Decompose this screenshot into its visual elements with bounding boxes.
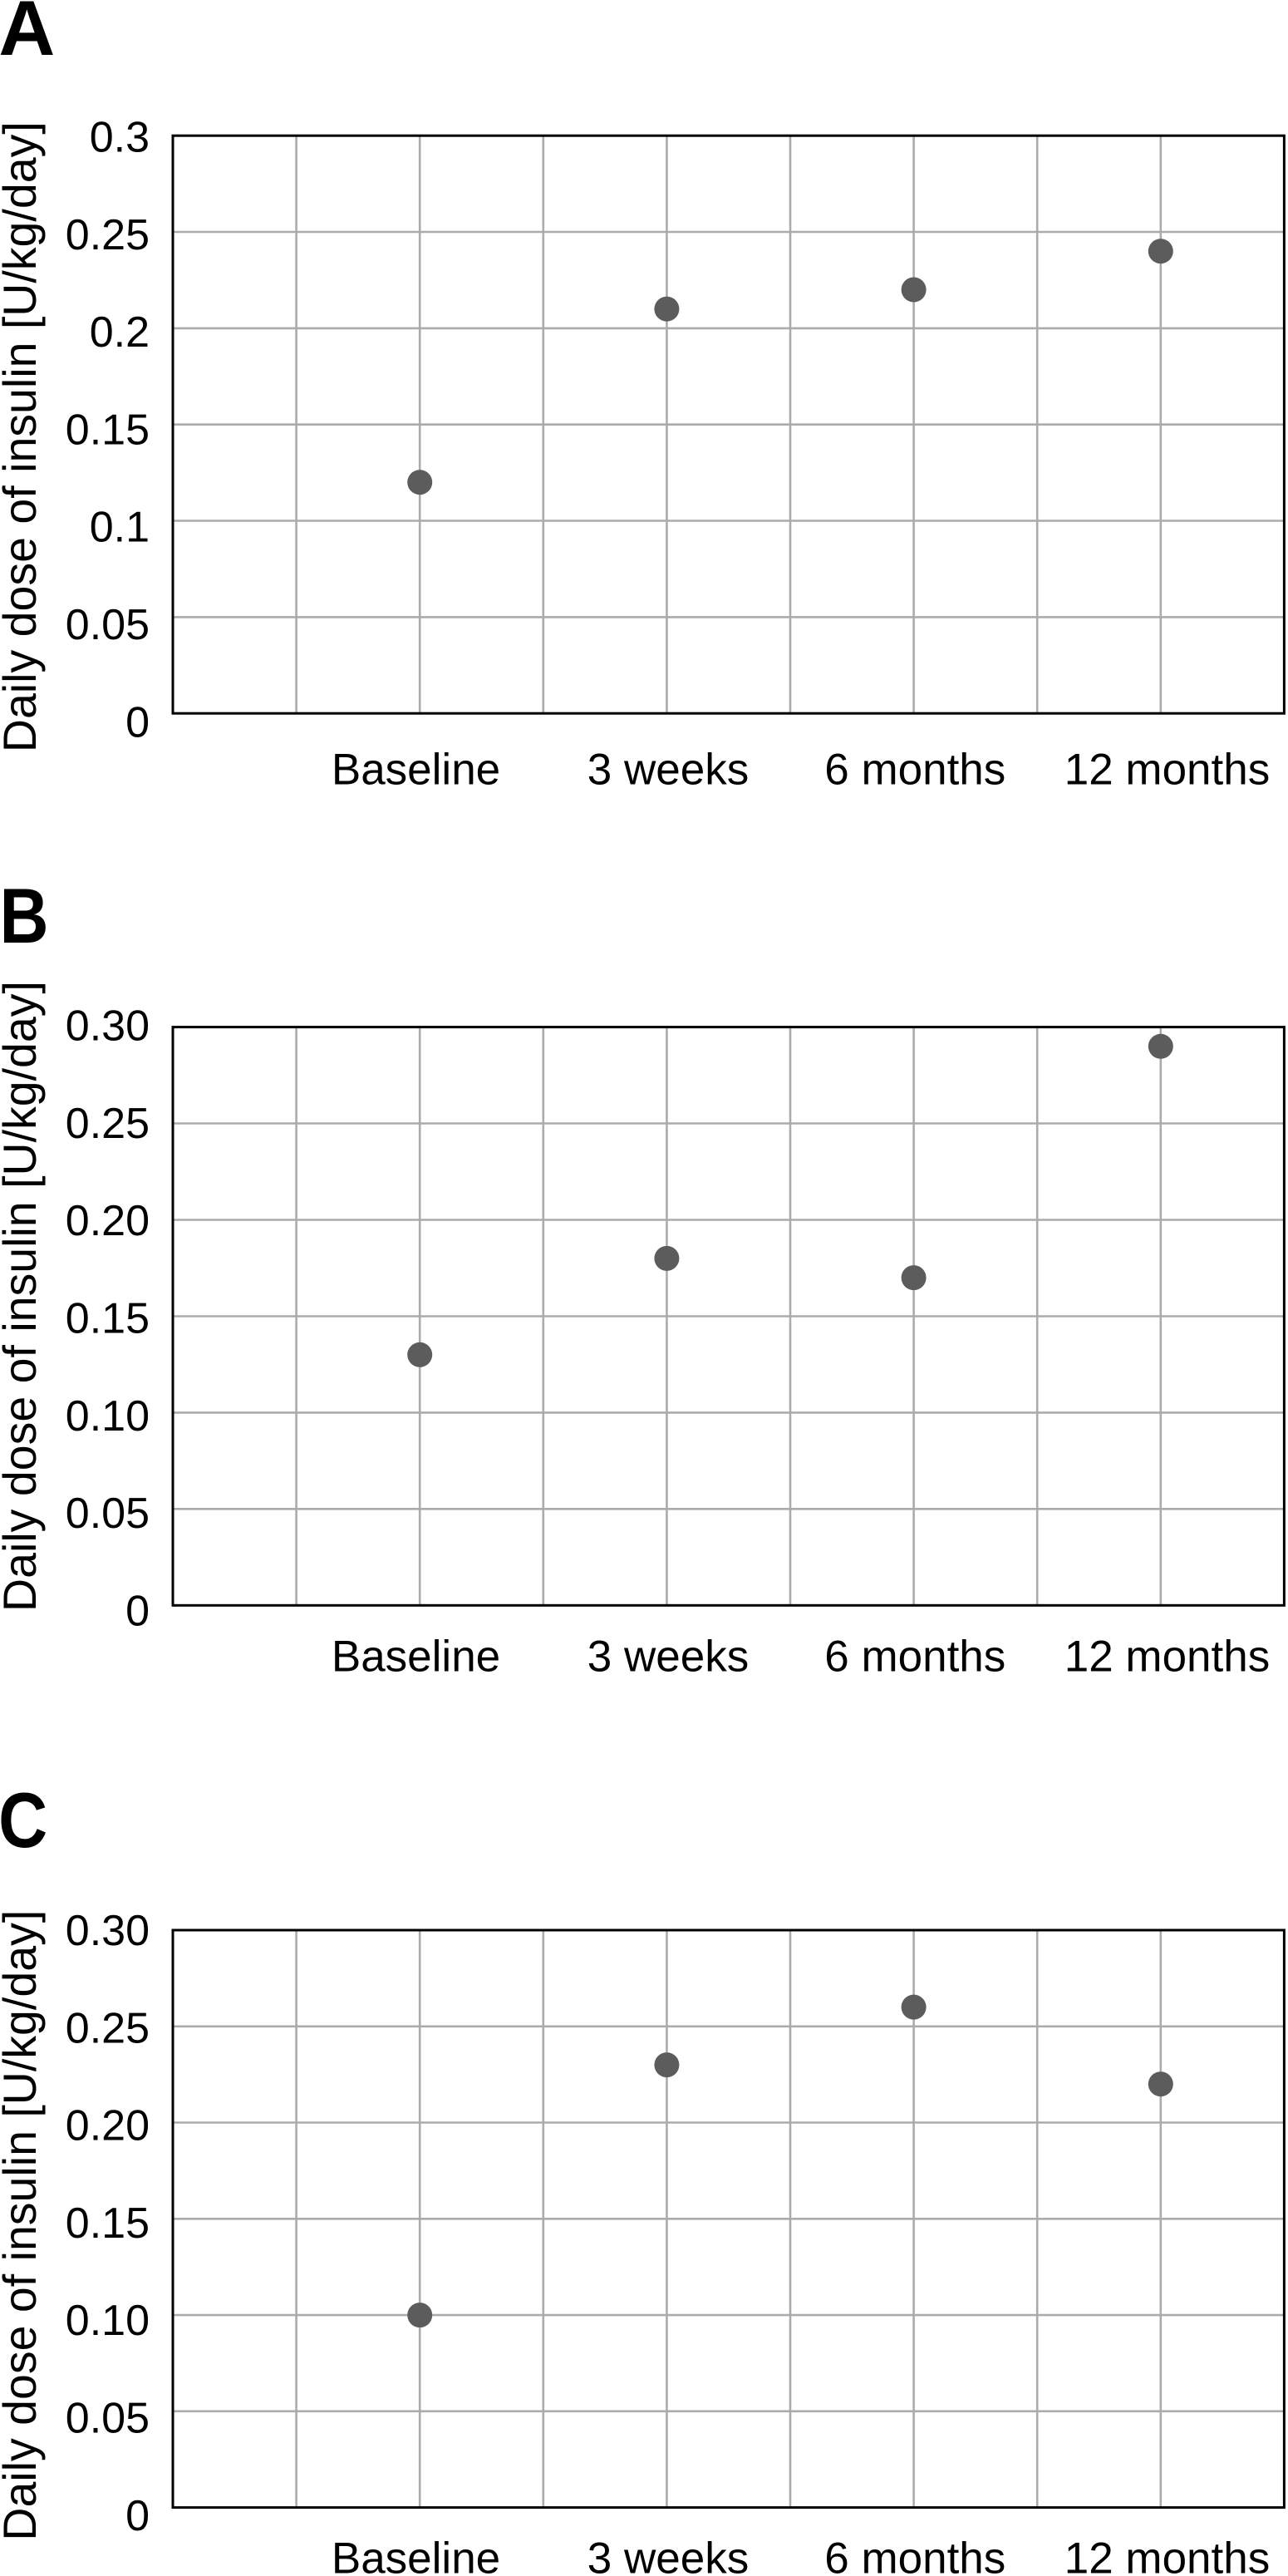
svg-text:0.1: 0.1: [90, 504, 150, 552]
svg-text:0.10: 0.10: [66, 2297, 150, 2345]
svg-text:Daily dose of insulin [U/kg/da: Daily dose of insulin [U/kg/day]: [0, 121, 46, 752]
svg-text:0.15: 0.15: [66, 1295, 150, 1343]
svg-text:A: A: [0, 0, 55, 71]
svg-text:0.30: 0.30: [66, 1907, 150, 1955]
svg-text:3 weeks: 3 weeks: [587, 2534, 749, 2576]
svg-text:C: C: [0, 1776, 47, 1864]
svg-text:0: 0: [125, 1587, 150, 1635]
svg-text:Daily dose of insulin [U/kg/da: Daily dose of insulin [U/kg/day]: [0, 1910, 46, 2541]
svg-text:Daily dose of insulin [U/kg/da: Daily dose of insulin [U/kg/day]: [0, 981, 46, 1612]
svg-text:Baseline: Baseline: [332, 1633, 500, 1682]
svg-text:0: 0: [125, 2492, 150, 2540]
svg-text:0.20: 0.20: [66, 1197, 150, 1245]
svg-text:0.15: 0.15: [66, 2199, 150, 2248]
svg-text:0: 0: [125, 698, 150, 746]
svg-text:6 months: 6 months: [824, 1633, 1005, 1682]
svg-text:Baseline: Baseline: [332, 746, 500, 795]
svg-text:0.15: 0.15: [66, 406, 150, 454]
svg-text:0.30: 0.30: [66, 1002, 150, 1051]
svg-text:0.05: 0.05: [66, 601, 150, 649]
svg-text:0.2: 0.2: [90, 308, 150, 357]
svg-text:0.3: 0.3: [90, 114, 150, 162]
svg-text:12 months: 12 months: [1064, 1633, 1270, 1682]
svg-text:0.05: 0.05: [66, 2395, 150, 2443]
svg-text:3 weeks: 3 weeks: [587, 746, 749, 795]
svg-text:0.25: 0.25: [66, 211, 150, 259]
svg-text:12 months: 12 months: [1064, 2534, 1270, 2576]
svg-text:6 months: 6 months: [824, 746, 1005, 795]
svg-text:Baseline: Baseline: [332, 2534, 500, 2576]
svg-text:0.20: 0.20: [66, 2102, 150, 2150]
svg-text:0.25: 0.25: [66, 1100, 150, 1148]
svg-text:6 months: 6 months: [824, 2534, 1005, 2576]
svg-text:B: B: [0, 872, 49, 960]
svg-text:12 months: 12 months: [1064, 746, 1270, 795]
svg-text:0.25: 0.25: [66, 2004, 150, 2052]
svg-text:0.05: 0.05: [66, 1490, 150, 1538]
svg-text:3 weeks: 3 weeks: [587, 1633, 749, 1682]
svg-text:0.10: 0.10: [66, 1392, 150, 1441]
